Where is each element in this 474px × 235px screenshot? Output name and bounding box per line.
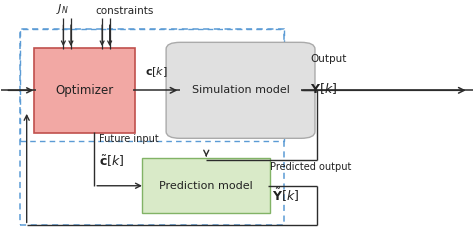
Text: Output: Output (310, 54, 346, 63)
Text: constraints: constraints (96, 6, 154, 16)
Bar (19, 29, 284, 225)
Text: Predicted output: Predicted output (270, 162, 351, 172)
Text: $\mathbf{c}[k]$: $\mathbf{c}[k]$ (145, 65, 168, 79)
Text: $J_N$: $J_N$ (56, 2, 69, 16)
Bar (19, 29, 284, 141)
Text: Simulation model: Simulation model (191, 85, 290, 95)
FancyBboxPatch shape (34, 48, 136, 133)
Text: Optimizer: Optimizer (55, 84, 114, 97)
Text: $\tilde{\mathbf{c}}[k]$: $\tilde{\mathbf{c}}[k]$ (99, 154, 124, 169)
Text: $\mathbf{Y}[k]$: $\mathbf{Y}[k]$ (310, 81, 337, 96)
FancyBboxPatch shape (143, 158, 270, 213)
Text: Future input: Future input (99, 134, 159, 144)
Text: Prediction model: Prediction model (159, 181, 253, 191)
FancyBboxPatch shape (166, 42, 315, 138)
Text: $\tilde{\mathbf{Y}}[k]$: $\tilde{\mathbf{Y}}[k]$ (273, 187, 300, 204)
